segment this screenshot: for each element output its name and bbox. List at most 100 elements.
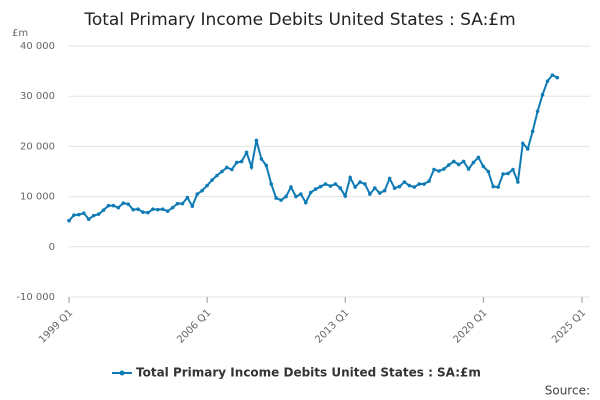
chart-title: Total Primary Income Debits United State…: [83, 10, 515, 30]
point: [373, 186, 377, 190]
point: [550, 73, 555, 77]
point: [215, 173, 219, 178]
point: [511, 167, 515, 172]
point: [382, 188, 387, 193]
y-tick-label: 20 000: [20, 141, 55, 152]
point: [185, 195, 190, 200]
point: [81, 211, 86, 215]
series-line: [68, 73, 558, 222]
point: [328, 184, 333, 188]
point: [170, 205, 175, 210]
point: [555, 75, 560, 80]
point: [116, 205, 121, 210]
x-tick-label: 2006 Q1: [175, 307, 213, 345]
point: [323, 182, 328, 186]
y-axis-unit: £m: [12, 28, 28, 39]
point: [318, 184, 323, 189]
source: Source:: [545, 384, 590, 398]
point: [338, 186, 343, 190]
point: [190, 204, 195, 208]
point: [284, 194, 288, 199]
x-tick-label: 1999 Q1: [37, 307, 75, 345]
point: [96, 212, 101, 216]
point: [407, 183, 412, 188]
point: [165, 209, 170, 213]
point: [279, 198, 283, 202]
point: [456, 162, 461, 167]
point: [506, 171, 510, 176]
point: [368, 192, 372, 196]
point: [106, 203, 111, 208]
x-tick-label: 2020 Q1: [451, 307, 489, 345]
point: [234, 160, 239, 165]
point: [521, 141, 525, 146]
point: [308, 190, 313, 195]
point: [264, 163, 269, 168]
y-tick-label: 40 000: [20, 41, 55, 52]
point: [151, 207, 155, 211]
point: [294, 194, 298, 199]
point: [313, 187, 318, 191]
point: [249, 165, 254, 169]
point: [461, 159, 466, 164]
point: [175, 201, 180, 206]
point: [525, 147, 530, 151]
x-tick-label: 2013 Q1: [313, 307, 351, 345]
point: [91, 213, 96, 218]
point: [180, 201, 185, 206]
point: [229, 167, 234, 172]
point: [392, 186, 397, 190]
point: [535, 109, 540, 114]
point: [530, 129, 535, 134]
point: [451, 159, 456, 164]
point: [126, 202, 130, 206]
point: [363, 182, 367, 186]
point: [210, 178, 214, 182]
y-tick-label: 10 000: [20, 192, 55, 203]
point: [402, 180, 407, 184]
point: [289, 185, 293, 189]
point: [427, 179, 431, 183]
point: [220, 169, 224, 174]
point: [303, 200, 308, 205]
point: [259, 157, 264, 161]
point: [160, 207, 165, 211]
point: [496, 185, 500, 189]
point: [67, 218, 71, 223]
point: [299, 192, 303, 196]
point: [491, 184, 496, 189]
point: [136, 207, 140, 211]
point: [501, 172, 505, 176]
point: [422, 182, 426, 186]
point: [146, 210, 150, 215]
point: [195, 192, 200, 196]
point: [412, 185, 417, 189]
point: [269, 182, 274, 186]
point: [471, 160, 476, 165]
y-tick-label: 30 000: [20, 91, 55, 102]
point: [417, 182, 422, 186]
point: [244, 150, 249, 155]
point: [274, 196, 278, 200]
point: [377, 191, 382, 195]
point: [254, 138, 259, 143]
point: [397, 184, 402, 189]
point: [353, 185, 357, 189]
point: [516, 180, 520, 184]
point: [111, 203, 116, 208]
point: [239, 159, 244, 164]
point: [545, 79, 550, 83]
point: [466, 167, 471, 171]
point: [481, 164, 486, 169]
point: [447, 163, 451, 167]
point: [101, 208, 106, 212]
point: [442, 167, 446, 171]
point: [437, 169, 441, 173]
point: [200, 188, 204, 193]
point: [121, 201, 126, 205]
point: [476, 155, 481, 160]
point: [141, 210, 145, 214]
point: [131, 207, 135, 212]
point: [77, 212, 81, 217]
